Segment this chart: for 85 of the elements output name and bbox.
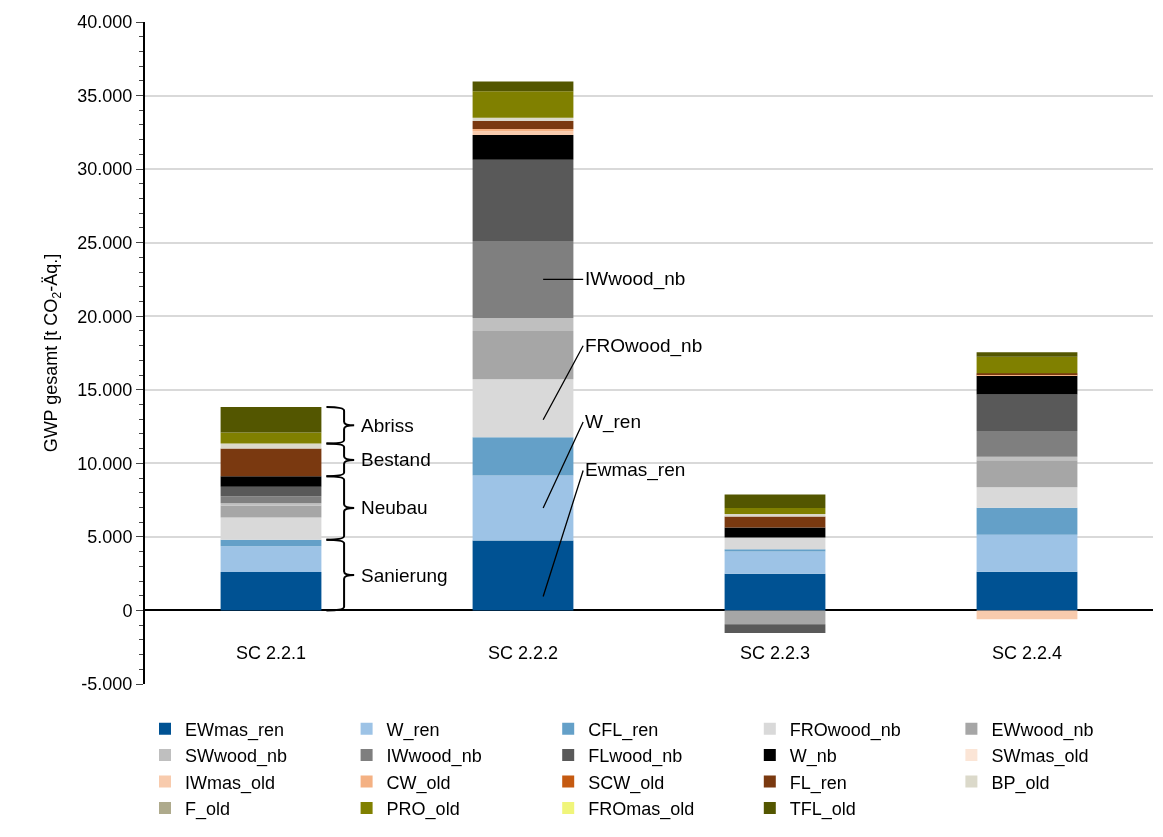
annotation: Sanierung bbox=[361, 565, 448, 586]
bar bbox=[472, 540, 574, 611]
legend-label: FROmas_old bbox=[588, 798, 695, 820]
bar bbox=[220, 572, 322, 611]
bar bbox=[472, 240, 574, 318]
annotation: W_ren bbox=[585, 411, 641, 433]
bar bbox=[976, 610, 1078, 620]
x-tick-label: SC 2.2.3 bbox=[739, 643, 811, 664]
legend-label: EWwood_nb bbox=[991, 719, 1094, 741]
y-tick-label: 35.000 bbox=[77, 85, 133, 106]
bar bbox=[976, 352, 1078, 357]
x-tick-label: SC 2.2.4 bbox=[991, 643, 1063, 664]
bar bbox=[220, 476, 322, 487]
bar bbox=[724, 516, 826, 528]
x-tick-label: SC 2.2.2 bbox=[487, 643, 559, 664]
bar bbox=[976, 487, 1078, 508]
y-tick-label: 5.000 bbox=[87, 527, 133, 548]
bar bbox=[724, 507, 826, 514]
legend-label: BP_old bbox=[991, 772, 1050, 794]
legend-label: CW_old bbox=[386, 772, 451, 794]
legend-label: FL_ren bbox=[789, 772, 847, 794]
bar bbox=[472, 121, 574, 130]
bar bbox=[724, 494, 826, 508]
annotation: Ewmas_ren bbox=[585, 459, 686, 481]
bar bbox=[472, 317, 574, 332]
bar bbox=[976, 394, 1078, 431]
bar bbox=[472, 159, 574, 241]
bar bbox=[724, 610, 826, 625]
bar bbox=[976, 356, 1078, 374]
y-tick-label: 10.000 bbox=[77, 453, 133, 474]
y-tick-label: 40.000 bbox=[77, 12, 133, 33]
bar bbox=[472, 331, 574, 380]
y-tick-label: 25.000 bbox=[77, 232, 133, 253]
bar bbox=[220, 505, 322, 518]
bar bbox=[472, 117, 574, 122]
bar bbox=[220, 503, 322, 506]
bar bbox=[976, 375, 1078, 395]
annotation: Abriss bbox=[361, 415, 414, 436]
bar bbox=[220, 432, 322, 444]
legend-label: W_ren bbox=[386, 719, 440, 741]
bar bbox=[220, 443, 322, 449]
bar bbox=[472, 475, 574, 541]
legend-label: PRO_old bbox=[386, 798, 460, 820]
legend-label: SWwood_nb bbox=[185, 746, 288, 768]
y-tick-label: -5.000 bbox=[81, 674, 133, 695]
legend-label: SWmas_old bbox=[991, 746, 1089, 768]
bar bbox=[472, 91, 574, 118]
bar bbox=[220, 546, 322, 573]
bar bbox=[724, 551, 826, 574]
bar bbox=[724, 624, 826, 633]
bar bbox=[976, 507, 1078, 535]
legend-label: W_nb bbox=[789, 746, 837, 768]
y-tick-label: 0 bbox=[122, 600, 133, 621]
y-tick-label: 30.000 bbox=[77, 159, 133, 180]
legend-label: F_old bbox=[185, 798, 231, 820]
bar bbox=[472, 437, 574, 476]
legend-label: CFL_ren bbox=[588, 719, 659, 741]
x-tick-label: SC 2.2.1 bbox=[235, 643, 307, 664]
bar bbox=[220, 448, 322, 477]
annotation: Neubau bbox=[361, 497, 428, 518]
annotation: FROwood_nb bbox=[585, 335, 703, 357]
legend-label: IWmas_old bbox=[185, 772, 276, 794]
bar bbox=[976, 460, 1078, 488]
legend-label: IWwood_nb bbox=[386, 746, 482, 768]
legend-label: FLwood_nb bbox=[588, 746, 683, 768]
bar bbox=[220, 486, 322, 497]
bar bbox=[472, 81, 574, 92]
legend-label: TFL_old bbox=[789, 798, 856, 820]
bar bbox=[220, 406, 322, 433]
bar bbox=[976, 430, 1078, 457]
bar bbox=[472, 134, 574, 160]
annotation: Bestand bbox=[361, 449, 431, 470]
bar bbox=[976, 534, 1078, 572]
legend-label: EWmas_ren bbox=[185, 719, 285, 741]
y-tick-label: 15.000 bbox=[77, 380, 133, 401]
legend-label: SCW_old bbox=[588, 772, 665, 794]
bar bbox=[724, 573, 826, 611]
bar bbox=[724, 549, 826, 552]
y-tick-label: 20.000 bbox=[77, 306, 133, 327]
bar bbox=[724, 527, 826, 538]
bar bbox=[220, 539, 322, 547]
annotation: IWwood_nb bbox=[585, 268, 686, 290]
bar bbox=[220, 496, 322, 504]
legend-label: FROwood_nb bbox=[789, 719, 901, 741]
bar bbox=[976, 571, 1078, 611]
